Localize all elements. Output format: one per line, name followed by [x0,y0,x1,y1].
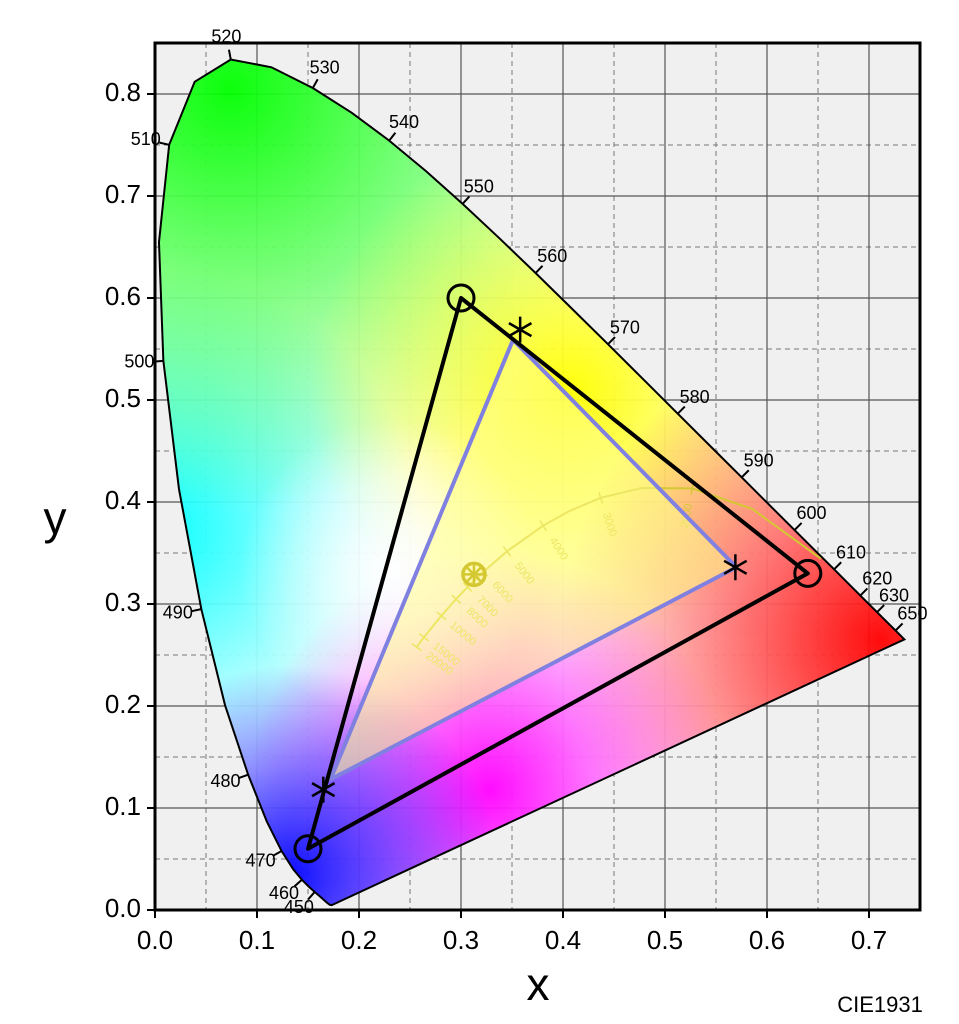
wavelength-tick [388,132,397,142]
wavelength-tick [293,878,303,888]
y-tick-label: 0.7 [105,179,141,209]
wavelength-tick [311,78,319,89]
wavelength-tick [859,587,869,597]
wavelength-tick [833,561,842,571]
y-tick-label: 0.2 [105,689,141,719]
y-tick-label: 0.3 [105,587,141,617]
wavelength-label: 500 [124,351,154,371]
primary-star [723,554,748,581]
x-tick-label: 0.6 [749,925,785,955]
star-arm [311,782,336,798]
labels: 0.0 0.1 0.2 0.3 0.4 0.5 0.6 0.7 0.0 0.1 0.2 0.3 0.4 0… [105,27,928,955]
y-tick-label: 0.8 [105,77,141,107]
white-point [461,561,487,588]
primary-circle [793,558,823,588]
y-tick-label: 0.4 [105,485,141,515]
primary-circle [446,283,476,313]
wavelength-label: 600 [796,503,826,523]
y-tick-label: 0.0 [105,893,141,923]
wavelength-label: 450 [284,897,314,917]
x-axis-label: x [527,958,550,1010]
y-tick-label: 0.5 [105,383,141,413]
x-tick-label: 0.2 [341,925,377,955]
y-tick-label: 0.6 [105,281,141,311]
wavelength-tick [159,141,170,146]
wavelength-label: 480 [211,771,241,791]
wavelength-label: 510 [131,129,161,149]
x-tick-label: 0.4 [545,925,581,955]
primary-star [311,776,336,803]
y-axis-label: y [44,492,67,544]
wavelength-label: 460 [269,883,299,903]
wavelength-tick [238,773,249,779]
wavelength-tick [461,195,471,205]
wavelength-label: 590 [744,450,774,470]
x-tick-label: 0.7 [851,925,887,955]
wavelength-tick [876,604,885,613]
footer: CIE1931 [837,992,923,1017]
gamut-outline [306,296,810,851]
primary-star [508,316,533,343]
x-tick-label: 0.1 [239,925,275,955]
wavelength-tick [153,359,164,363]
wavelength-label: 490 [163,602,193,622]
white-point-cross [465,565,483,584]
wavelength-label: 520 [211,27,241,47]
wavelength-label: 580 [680,387,710,407]
wavelength-tick [227,49,232,60]
wavelength-label: 550 [464,176,494,196]
star-arm [723,559,748,575]
wavelength-label: 620 [862,569,892,589]
wavelength-label: 630 [879,585,909,605]
wavelength-label: 610 [836,542,866,562]
wavelength-tick [191,608,202,613]
wavelength-tick [272,850,283,857]
star-arm [508,322,533,338]
primary-circle [293,834,323,864]
x-tick-label: 0.5 [647,925,683,955]
wavelength-tick [793,522,803,531]
gamut-triangle [328,337,739,782]
x-tick-label: 0.0 [137,925,173,955]
wavelength-label: 530 [310,58,340,78]
y-tick-label: 0.1 [105,791,141,821]
x-tick-label: 0.3 [443,925,479,955]
wavelength-tick [677,405,686,415]
wavelength-label: 560 [537,246,567,266]
wavelength-label: 650 [897,604,927,624]
wavelength-tick [607,336,616,345]
plot-frame [153,41,922,912]
wavelength-tick [534,265,544,274]
wavelength-tick [307,891,316,901]
wavelength-label: 540 [389,112,419,132]
wavelength-tick [894,622,904,632]
wavelength-label: 570 [610,317,640,337]
wavelength-label: 470 [246,850,276,870]
wavelength-tick [740,469,750,479]
